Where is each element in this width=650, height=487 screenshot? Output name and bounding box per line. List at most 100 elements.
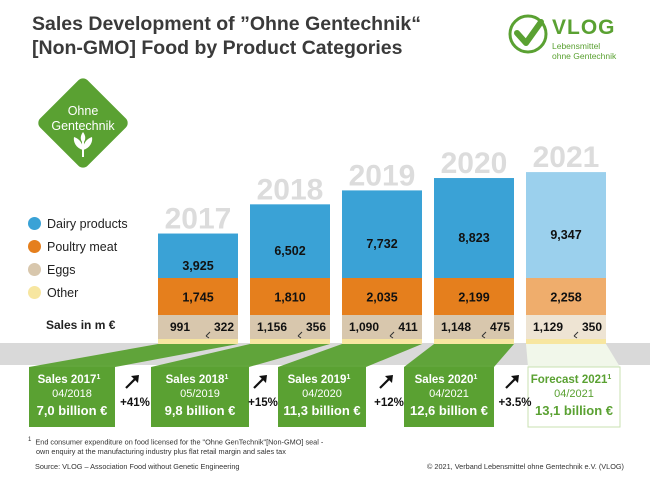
bar-dairy-2018 [250,204,330,278]
bar-eggs-2019 [342,315,422,339]
label-dairy-2021: 9,347 [550,228,581,242]
bars-layer: 3,925 1,745 991 322 2017 6,502 1,810 1,156 356 20… [158,141,606,344]
year-label-2017: 2017 [165,203,232,236]
label-poultry-2020: 2,199 [458,291,489,305]
bar-dairy-2020 [434,178,514,278]
summary-box-1-label: Sales 20171 [38,374,101,386]
bar-poultry-2020 [434,278,514,315]
summary-box-5 [527,366,621,428]
summary-box-5-date: 04/2021 [554,388,594,400]
summary-layer: Sales 20171 04/2018 7,0 billion € Sales 201… [29,344,621,428]
connector-3 [278,344,422,367]
summary-box-2 [151,367,249,427]
vlog-brand: VLOG [552,16,616,39]
title-line-2: [Non-GMO] Food by Product Categories [32,37,403,59]
summary-box-3-value: 11,3 billion € [283,403,360,418]
summary-box-1-date: 04/2018 [52,388,92,400]
connector-5 [526,344,620,367]
bar-other-2018 [250,339,330,344]
summary-box-5-label: Forecast 20211 [531,374,612,386]
label-eggs-2020: 1,148 [441,320,471,334]
label-dairy-2019: 7,732 [366,237,397,251]
summary-box-1-sup: 1 [96,374,100,381]
bar-poultry-2021 [526,278,606,315]
growth-arrowhead-1 [131,375,139,383]
label-other-2021: 350 [582,320,602,334]
label-eggs-2019: 1,090 [349,320,379,334]
summary-box-2-label: Sales 20181 [166,374,229,386]
vlog-tagline-2: ohne Gentechnik [552,51,617,61]
bar-other-2017 [158,339,238,344]
bar-poultry-2018 [250,278,330,315]
bar-eggs-2021 [526,315,606,339]
bar-other-2019 [342,339,422,344]
footnote-text-1: End consumer expenditure on food license… [35,437,324,447]
label-dairy-2017: 3,925 [182,259,213,273]
summary-box-2-date: 05/2019 [180,388,220,400]
vlog-check-icon [508,14,548,54]
legend-swatch-dairy [28,217,41,230]
bar-eggs-2020 [434,315,514,339]
tick-mark-2019 [389,331,395,339]
footnote-line-1: 1 End consumer expenditure on food licen… [28,436,323,447]
footnote-text-2: own enquiry at the manufacturing industr… [36,446,286,456]
label-other-2018: 356 [306,320,326,334]
vlog-tagline: Lebensmittel ohne Gentechnik [552,41,616,61]
tick-mark-2020 [481,331,487,339]
footnote: 1 End consumer expenditure on food licen… [28,436,323,456]
ohne-gentechnik-seal: Ohne Gentechnik [35,75,131,171]
vlog-tagline-1: Lebensmittel [552,41,601,51]
summary-box-3-label: Sales 20191 [288,374,351,386]
title-line-1: Sales Development of ”Ohne Gentechnik“ [32,13,422,35]
summary-box-2-sup: 1 [224,374,228,381]
legend-swatch-eggs [28,263,41,276]
tick-mark-2018 [297,331,303,339]
bar-other-2021 [526,339,606,344]
legend-swatch-other [28,286,41,299]
bar-eggs-2017 [158,315,238,339]
summary-box-4-value: 12,6 billion € [410,403,488,418]
bar-dairy-2017 [158,233,238,278]
plant-icon [73,132,93,157]
summary-box-4-sup: 1 [473,374,477,381]
summary-box-4-label: Sales 20201 [415,374,478,386]
connector-4 [404,344,514,367]
copyright-note: © 2021, Verband Lebensmittel ohne Gentec… [427,462,624,471]
label-poultry-2018: 1,810 [274,291,305,305]
year-label-2018: 2018 [257,173,324,206]
label-poultry-2017: 1,745 [182,291,213,305]
label-poultry-2019: 2,035 [366,291,397,305]
bar-dairy-2021 [526,172,606,278]
connector-2 [151,344,330,367]
bar-other-2020 [434,339,514,344]
bar-dairy-2019 [342,190,422,278]
sales-row-label: Sales in m € [46,318,116,332]
growth-arrowhead-2 [259,375,267,383]
summary-box-4 [404,367,494,427]
bar-poultry-2017 [158,278,238,315]
source-note: Source: VLOG – Association Food without … [35,462,240,471]
summary-box-3-date: 04/2020 [302,388,342,400]
year-label-2021: 2021 [533,141,600,174]
summary-box-5-sup: 1 [607,374,611,381]
legend-label-other: Other [47,286,79,300]
summary-box-1-value: 7,0 billion € [37,403,108,418]
legend-label-poultry: Poultry meat [47,240,118,254]
tick-mark-2017 [205,331,211,339]
label-other-2020: 475 [490,320,510,334]
page-title: Sales Development of ”Ohne Gentechnik“ [… [32,12,421,60]
seal-line-2: Gentechnik [51,119,115,133]
summary-box-3-sup: 1 [346,374,350,381]
year-label-2020: 2020 [441,147,508,180]
growth-arrowhead-3 [385,375,393,383]
label-dairy-2018: 6,502 [274,244,305,258]
growth-label-4: +3.5% [499,397,532,409]
bar-eggs-2018 [250,315,330,339]
summary-box-5-value: 13,1 billion € [535,403,613,418]
label-other-2017: 322 [214,320,234,334]
seal-line-1: Ohne [68,104,99,118]
tick-mark-2021 [573,331,579,339]
legend-label-dairy: Dairy products [47,217,128,231]
